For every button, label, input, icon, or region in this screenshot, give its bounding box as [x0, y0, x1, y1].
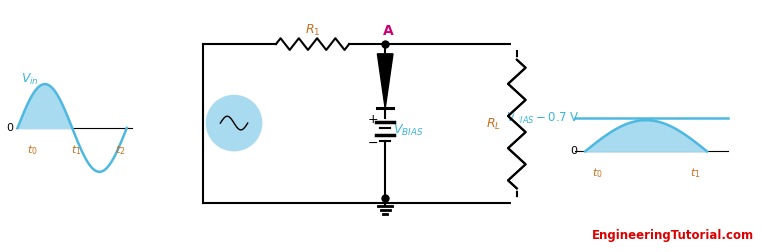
Text: A: A [382, 24, 393, 38]
Text: $t_0$: $t_0$ [592, 166, 603, 180]
Text: −: − [367, 137, 378, 150]
Text: $t_2$: $t_2$ [114, 144, 125, 157]
Circle shape [512, 39, 521, 49]
Polygon shape [377, 54, 393, 108]
Text: $V_{BIAS}-0.7\ \mathrm{V}$: $V_{BIAS}-0.7\ \mathrm{V}$ [506, 111, 579, 126]
Text: 0: 0 [7, 123, 14, 133]
Text: +: + [367, 113, 378, 126]
Text: $t_1$: $t_1$ [71, 144, 81, 157]
Text: 0: 0 [571, 146, 578, 156]
Text: $R_L$: $R_L$ [486, 116, 502, 132]
Text: $V_{in}$: $V_{in}$ [22, 72, 39, 87]
Text: $R_1$: $R_1$ [305, 23, 320, 38]
Text: $t_0$: $t_0$ [27, 144, 38, 157]
Text: EngineeringTutorial.com: EngineeringTutorial.com [592, 229, 754, 242]
Text: $V_{BIAS}$: $V_{BIAS}$ [393, 123, 423, 138]
Text: $t_1$: $t_1$ [690, 166, 700, 180]
Circle shape [207, 96, 261, 150]
Circle shape [512, 198, 521, 208]
